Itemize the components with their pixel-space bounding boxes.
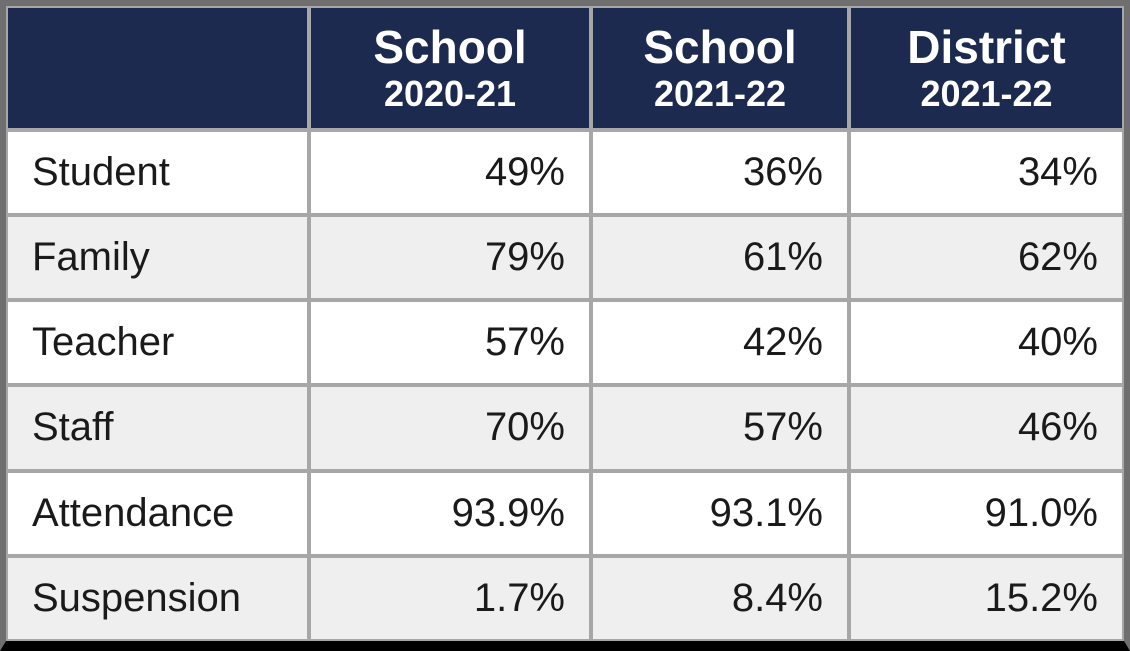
table-row: Student 49% 36% 34% <box>6 130 1124 215</box>
row-value: 93.1% <box>591 471 849 556</box>
row-value: 49% <box>309 130 591 215</box>
header-col-3: District 2021-22 <box>849 6 1124 130</box>
header-title: School <box>373 22 526 73</box>
header-blank <box>6 6 309 130</box>
table-row: Suspension 1.7% 8.4% 15.2% <box>6 556 1124 641</box>
row-value: 61% <box>591 215 849 300</box>
header-title: School <box>643 22 796 73</box>
table-row: Attendance 93.9% 93.1% 91.0% <box>6 471 1124 556</box>
header-sub: 2021-22 <box>920 74 1052 114</box>
row-value: 91.0% <box>849 471 1124 556</box>
row-label: Family <box>6 215 309 300</box>
row-value: 70% <box>309 385 591 470</box>
table-header-row: School 2020-21 School 2021-22 District 2… <box>6 6 1124 130</box>
row-value: 1.7% <box>309 556 591 641</box>
row-value: 57% <box>591 385 849 470</box>
header-col-2: School 2021-22 <box>591 6 849 130</box>
data-table: School 2020-21 School 2021-22 District 2… <box>0 0 1130 651</box>
row-label: Suspension <box>6 556 309 641</box>
row-value: 46% <box>849 385 1124 470</box>
row-label: Teacher <box>6 300 309 385</box>
row-value: 62% <box>849 215 1124 300</box>
header-sub: 2020-21 <box>384 74 516 114</box>
row-label: Student <box>6 130 309 215</box>
row-value: 57% <box>309 300 591 385</box>
row-label: Attendance <box>6 471 309 556</box>
row-value: 36% <box>591 130 849 215</box>
row-value: 8.4% <box>591 556 849 641</box>
row-value: 93.9% <box>309 471 591 556</box>
row-value: 40% <box>849 300 1124 385</box>
header-sub: 2021-22 <box>654 74 786 114</box>
row-value: 15.2% <box>849 556 1124 641</box>
row-label: Staff <box>6 385 309 470</box>
row-value: 34% <box>849 130 1124 215</box>
row-value: 79% <box>309 215 591 300</box>
row-value: 42% <box>591 300 849 385</box>
table-row: Family 79% 61% 62% <box>6 215 1124 300</box>
table-row: Teacher 57% 42% 40% <box>6 300 1124 385</box>
table-row: Staff 70% 57% 46% <box>6 385 1124 470</box>
header-title: District <box>907 22 1065 73</box>
header-col-1: School 2020-21 <box>309 6 591 130</box>
